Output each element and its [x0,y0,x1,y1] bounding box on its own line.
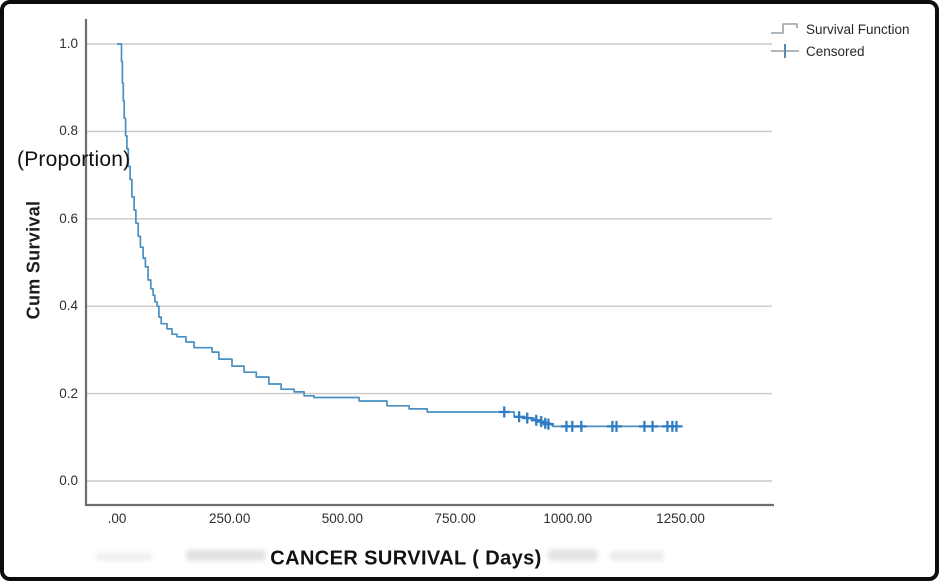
legend-item-survival-function: Survival Function [770,19,910,39]
x-tick-label: .00 [107,511,127,526]
legend-label: Survival Function [806,21,910,37]
y-tick-label: 0.8 [59,123,78,139]
x-tick-label: 750.00 [434,511,476,526]
survival-curve [117,43,683,428]
x-tick-label: 500.00 [321,511,364,526]
x-tick-label: 1250.00 [656,511,705,526]
x-axis-title: CANCER SURVIVAL ( Days) [270,547,542,570]
chart-legend: Survival Function Censored [770,19,910,61]
y-tick-label: 1.0 [59,36,78,51]
legend-item-censored: Censored [770,41,910,61]
step-line-icon [771,23,798,34]
plus-icon [771,44,799,58]
chart-canvas [84,19,774,507]
x-tick-label: 1000.00 [543,511,593,526]
y-axis-annotation: (Proportion) [17,148,131,171]
y-tick-label: 0.0 [59,473,78,488]
y-tick-label: 0.4 [59,298,78,314]
y-tick-label: 0.6 [59,210,78,226]
smudge-artifact [96,553,152,561]
smudge-artifact [610,551,664,561]
smudge-artifact [186,550,266,561]
survival-plot: 0.0 0.2 0.4 0.6 0.8 1.0 .00 250.00 500.00 750.00… [4,4,935,577]
y-axis-title: Cum Survival [23,200,44,320]
x-tick-label: 250.00 [209,511,251,526]
legend-label: Censored [806,43,865,59]
y-tick-label: 0.2 [59,385,78,401]
smudge-artifact [548,549,598,561]
